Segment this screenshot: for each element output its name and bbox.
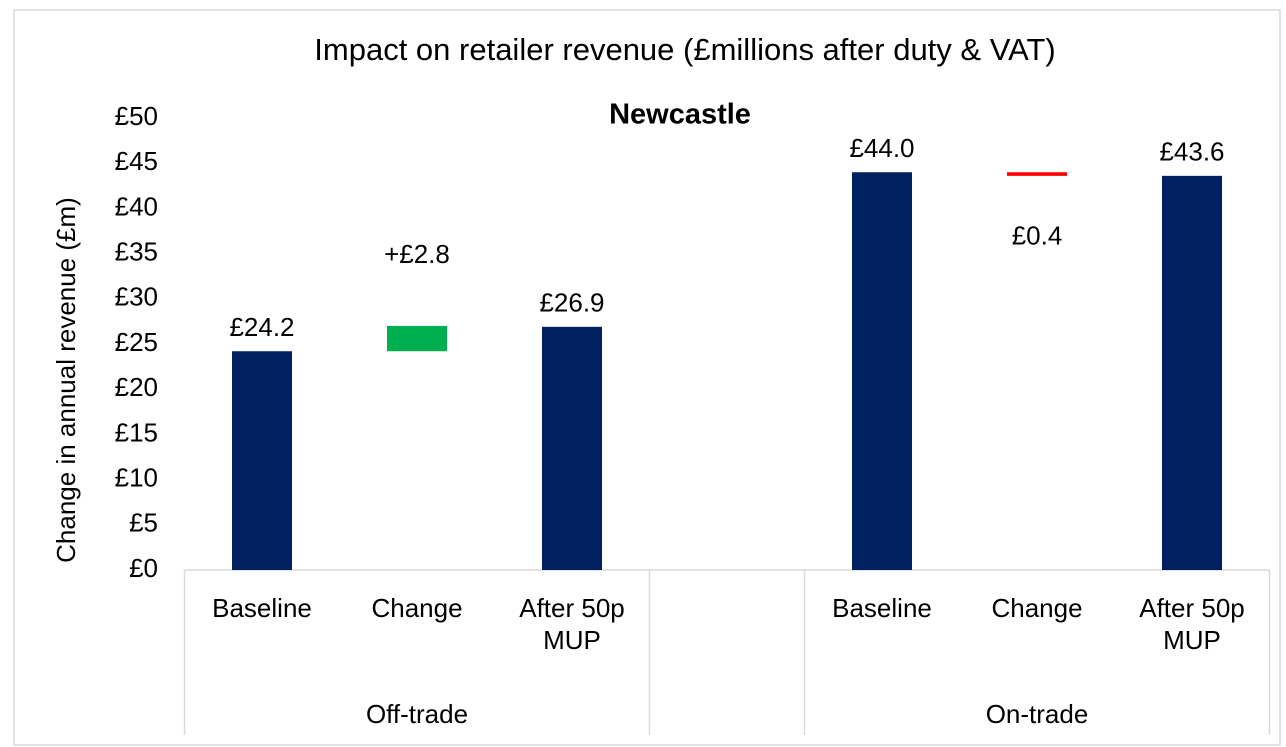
value-label: +£2.8 xyxy=(384,239,450,269)
chart-frame xyxy=(13,9,1281,746)
y-tick-label: £0 xyxy=(129,553,158,583)
y-tick-label: £10 xyxy=(115,462,158,492)
value-label: £0.4 xyxy=(1012,221,1063,251)
y-tick-label: £40 xyxy=(115,191,158,221)
y-tick-label: £20 xyxy=(115,372,158,402)
y-axis-label: Change in annual revenue (£m) xyxy=(51,197,81,563)
bar xyxy=(1162,175,1222,570)
x-tick-label-box: Baseline xyxy=(212,593,312,623)
x-tick-label: Baseline xyxy=(832,593,932,623)
chart-subtitle: Newcastle xyxy=(609,99,751,131)
x-tick-label-box: Baseline xyxy=(832,593,932,623)
y-tick-label: £35 xyxy=(115,236,158,266)
bar xyxy=(542,326,602,570)
x-tick-label: After 50p MUP xyxy=(1139,593,1245,655)
x-tick-label: After 50p MUP xyxy=(519,593,625,655)
bar xyxy=(232,351,292,570)
y-tick-label: £5 xyxy=(129,508,158,538)
bar xyxy=(387,325,447,352)
x-tick-label-box: After 50p MUP xyxy=(519,593,625,655)
chart-title: Impact on retailer revenue (£millions af… xyxy=(314,32,1055,67)
x-tick-label: Baseline xyxy=(212,593,312,623)
x-tick-label: Change xyxy=(991,593,1083,623)
y-tick-label: £15 xyxy=(115,417,158,447)
x-tick-label-box: Change xyxy=(371,593,463,623)
value-label: £24.2 xyxy=(229,312,294,342)
bar xyxy=(1007,172,1067,176)
group-label: On-trade xyxy=(986,699,1089,729)
y-tick-label: £50 xyxy=(115,101,158,131)
y-tick-label: £30 xyxy=(115,282,158,312)
bar xyxy=(852,172,912,571)
x-tick-label: Change xyxy=(371,593,463,623)
value-label: £44.0 xyxy=(849,133,914,163)
y-tick-label: £45 xyxy=(115,146,158,176)
value-label: £43.6 xyxy=(1159,137,1224,167)
value-label: £26.9 xyxy=(539,288,604,318)
group-label: Off-trade xyxy=(366,699,468,729)
x-tick-label-box: Change xyxy=(991,593,1083,623)
y-tick-label: £25 xyxy=(115,327,158,357)
x-tick-label-box: After 50p MUP xyxy=(1139,593,1245,655)
